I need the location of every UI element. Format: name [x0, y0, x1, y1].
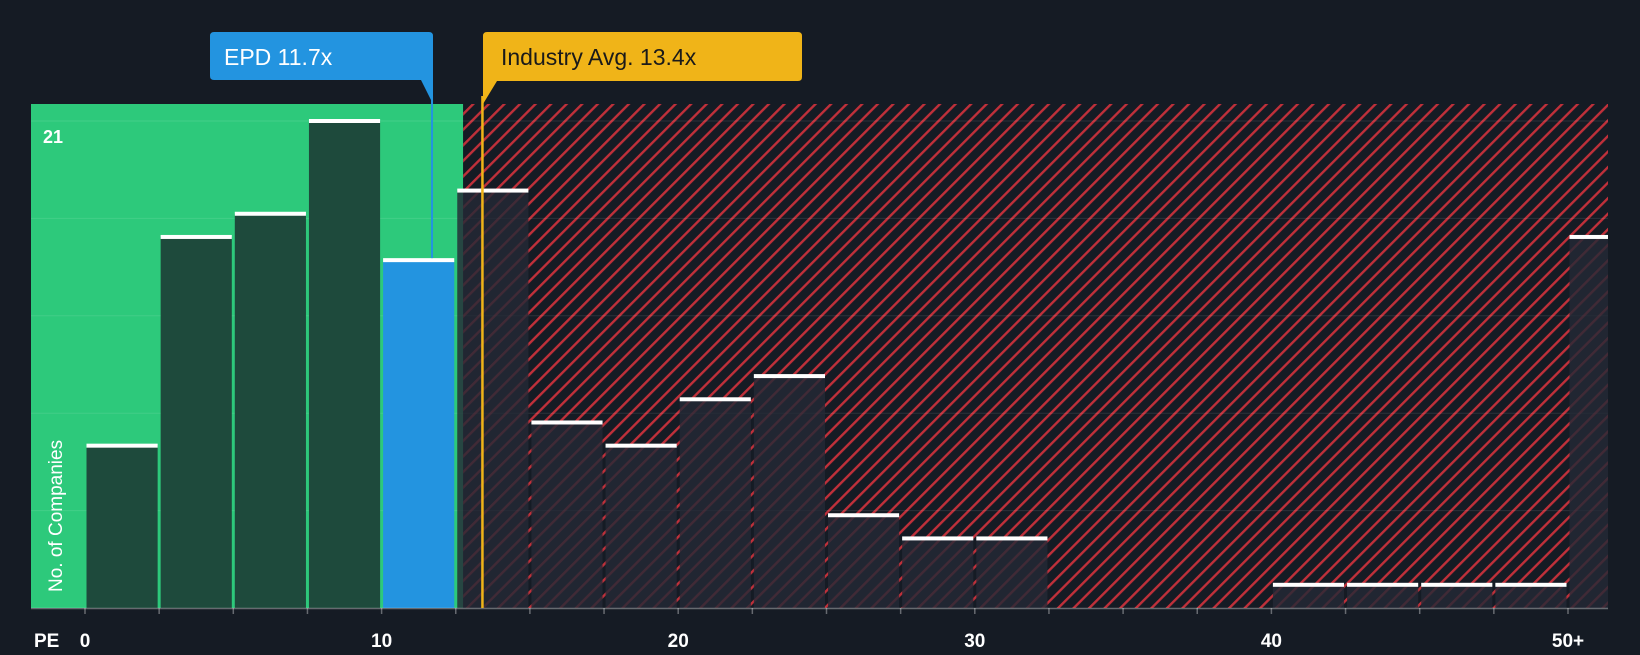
y-axis-max-label: 21	[43, 127, 63, 147]
histogram-bar	[160, 236, 232, 608]
histogram-bar	[976, 538, 1048, 608]
industry-callout-label: Industry Avg. 13.4x	[501, 44, 697, 70]
histogram-bar	[828, 515, 900, 608]
histogram-bar	[1272, 584, 1345, 608]
histogram-bar	[679, 399, 751, 608]
histogram-bar	[753, 376, 825, 608]
x-tick-label: 50+	[1552, 631, 1584, 650]
histogram-bar	[1421, 584, 1493, 608]
histogram-bar-cap	[828, 513, 900, 518]
histogram-bar-cap	[1421, 582, 1493, 587]
company-callout-label: EPD 11.7x	[224, 44, 333, 70]
histogram-bar	[308, 121, 381, 608]
histogram-bar-cap	[1347, 582, 1419, 587]
histogram-bar-cap	[1272, 582, 1345, 587]
histogram-bar-cap	[679, 397, 751, 402]
x-tick-label: 40	[1261, 631, 1282, 650]
histogram-bar	[1495, 584, 1567, 608]
industry-callout-box	[483, 32, 802, 104]
histogram-bar	[902, 538, 974, 608]
histogram-bar	[605, 445, 677, 608]
x-tick-label: 0	[80, 631, 91, 650]
histogram-bar	[457, 190, 529, 609]
histogram-bar	[1569, 236, 1608, 608]
x-tick-label: 20	[668, 631, 689, 650]
histogram-bars	[86, 119, 1608, 609]
histogram-bar	[234, 213, 306, 608]
histogram-bar-cap	[1495, 582, 1567, 587]
histogram-bar-cap	[234, 211, 306, 216]
company-marker: EPD 11.7x	[210, 32, 434, 259]
histogram-bar-cap	[383, 258, 455, 263]
histogram-bar-cap	[753, 374, 825, 379]
company-callout-box	[210, 32, 433, 104]
industry-marker: Industry Avg. 13.4x	[481, 32, 802, 608]
histogram-bar-cap	[457, 188, 529, 193]
x-tick-label: 10	[371, 631, 392, 650]
histogram-bar	[86, 445, 158, 608]
x-axis-ticks: 0 10 20 30 40 50+	[80, 608, 1584, 652]
histogram-bar-cap	[1569, 234, 1608, 239]
histogram-bar-cap	[308, 119, 381, 123]
histogram-bar-cap	[902, 536, 974, 541]
histogram-bar	[383, 260, 455, 608]
histogram-bar	[531, 422, 603, 608]
x-axis-title: PE	[34, 631, 59, 650]
x-tick-label: 30	[964, 631, 985, 650]
histogram-bar-cap	[531, 420, 603, 425]
histogram-bar-cap	[605, 443, 677, 448]
histogram-bar-cap	[160, 234, 232, 239]
histogram-bar-cap	[86, 443, 158, 448]
histogram-bar-cap	[976, 536, 1048, 541]
histogram-bar	[1347, 584, 1419, 608]
y-axis-title: No. of Companies	[46, 440, 67, 592]
